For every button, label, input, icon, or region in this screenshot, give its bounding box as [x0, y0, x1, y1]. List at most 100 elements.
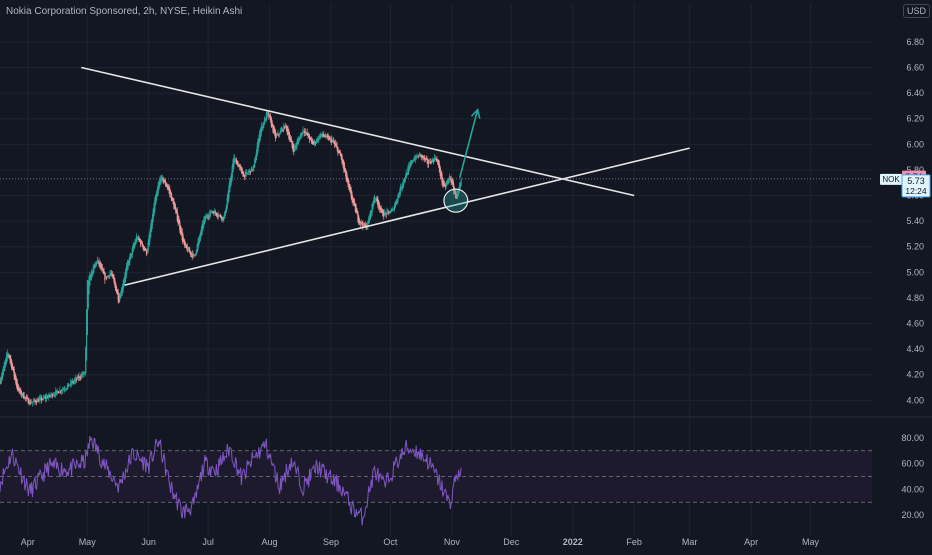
- candle: [254, 157, 257, 164]
- candle: [353, 201, 356, 206]
- candle: [10, 357, 12, 363]
- candle: [376, 198, 378, 202]
- candle: [267, 112, 269, 115]
- candle: [219, 214, 221, 216]
- candle: [70, 381, 72, 385]
- candle: [349, 187, 352, 193]
- candle: [403, 179, 405, 185]
- candle: [324, 136, 327, 138]
- candle: [190, 251, 192, 255]
- candle: [135, 236, 138, 243]
- candle: [419, 153, 421, 155]
- candle: [100, 266, 103, 269]
- candle: [127, 260, 129, 267]
- candle: [104, 272, 106, 281]
- candle: [60, 391, 62, 392]
- candle: [80, 377, 82, 379]
- candle: [260, 125, 262, 134]
- candle: [236, 161, 238, 164]
- candle: [253, 164, 255, 169]
- candle: [88, 276, 90, 295]
- candle: [418, 156, 420, 157]
- candle: [14, 372, 16, 379]
- candle: [448, 176, 451, 180]
- candle: [235, 159, 237, 165]
- candle: [391, 209, 393, 212]
- candle: [63, 389, 65, 391]
- candle: [445, 183, 447, 186]
- candle: [438, 161, 440, 167]
- candle: [289, 135, 291, 140]
- candle: [45, 397, 47, 399]
- candle: [314, 142, 317, 143]
- candle: [258, 138, 260, 146]
- candle: [408, 166, 410, 172]
- candle: [179, 221, 181, 231]
- candle: [393, 205, 396, 210]
- candle: [80, 374, 83, 378]
- candle: [31, 402, 34, 403]
- candle: [103, 271, 105, 275]
- candle: [180, 229, 183, 234]
- candle: [1, 375, 3, 381]
- candle: [90, 271, 93, 278]
- candle: [263, 122, 265, 126]
- candle: [165, 183, 168, 187]
- candle: [448, 178, 450, 182]
- candle: [351, 193, 353, 201]
- candle: [319, 134, 322, 138]
- candle: [166, 185, 168, 188]
- candle: [47, 396, 49, 398]
- time-tick-label: Apr: [744, 537, 758, 547]
- candle: [136, 238, 138, 240]
- candle: [360, 221, 362, 223]
- candle: [109, 273, 111, 277]
- candle: [422, 155, 424, 158]
- price-tick-label: 6.80: [906, 37, 924, 47]
- rsi-tick-label: 40.00: [901, 484, 924, 494]
- candle: [398, 192, 401, 196]
- candle: [7, 353, 9, 356]
- time-tick-label: Mar: [682, 537, 698, 547]
- candle: [338, 150, 340, 153]
- candle: [295, 144, 297, 147]
- candle: [442, 178, 444, 186]
- candle: [423, 156, 426, 160]
- currency-button[interactable]: USD: [903, 4, 931, 18]
- candle: [25, 397, 27, 399]
- candle: [350, 189, 352, 198]
- time-tick-label: Oct: [383, 537, 398, 547]
- candle: [65, 388, 68, 390]
- candle: [424, 158, 426, 160]
- candle: [187, 248, 189, 250]
- candle: [357, 212, 359, 221]
- candle: [41, 399, 44, 400]
- candle: [256, 145, 258, 157]
- candle: [145, 249, 147, 251]
- candle: [107, 275, 109, 277]
- candle: [222, 217, 224, 220]
- candle: [61, 389, 64, 391]
- candle: [8, 354, 10, 358]
- candle: [378, 202, 380, 207]
- candle: [97, 260, 99, 262]
- candle: [214, 212, 217, 214]
- trendline-upper-resistance: [81, 66, 635, 197]
- candle: [216, 214, 218, 217]
- candle: [128, 260, 130, 264]
- candle: [308, 134, 310, 139]
- candle: [168, 187, 170, 191]
- candle: [262, 123, 264, 129]
- candle: [452, 181, 454, 186]
- candle: [96, 259, 98, 264]
- candle: [55, 390, 57, 395]
- candle: [198, 237, 200, 245]
- candle: [411, 161, 413, 163]
- candle: [210, 212, 213, 213]
- candle: [142, 244, 144, 249]
- candle: [268, 113, 270, 118]
- candle: [300, 132, 302, 138]
- candle: [291, 140, 293, 147]
